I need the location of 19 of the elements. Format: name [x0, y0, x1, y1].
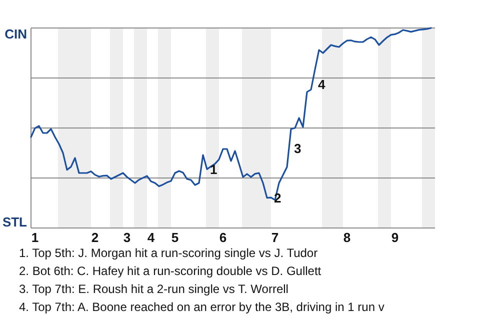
- x-tick-label: 7: [271, 230, 279, 245]
- text: 1. Top 5th: J. Morgan hit a run-scoring single vs J. Tudor: [19, 246, 318, 260]
- text: CIN: [4, 26, 27, 42]
- text: STL: [2, 214, 28, 230]
- x-tick-label: 3: [123, 230, 131, 245]
- text: 2. Bot 6th: C. Hafey hit a run-scoring double vs D. Gullett: [19, 264, 322, 278]
- annotation: 4: [318, 77, 326, 92]
- text: 3. Top 7th: E. Roush hit a 2-run single vs T. Worrell: [19, 282, 288, 296]
- annotation: 2: [274, 190, 282, 206]
- annotation: 3: [294, 141, 302, 156]
- x-tick-label: 8: [343, 230, 351, 245]
- x-tick-label: 6: [219, 230, 227, 245]
- x-tick-label: 9: [391, 230, 399, 245]
- annotation: 1: [210, 162, 218, 178]
- x-tick-label: 5: [171, 230, 179, 245]
- x-tick-label: 4: [147, 230, 156, 245]
- text: 4. Top 7th: A. Boone reached on an error by the 3B, driving in 1 run v: [19, 300, 384, 314]
- x-tick-label: 1: [31, 230, 39, 245]
- x-tick-label: 2: [91, 230, 99, 245]
